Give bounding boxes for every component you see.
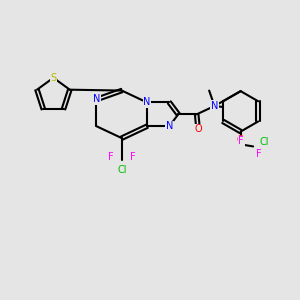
Text: Cl: Cl	[117, 165, 127, 175]
Text: N: N	[93, 94, 100, 104]
Text: N: N	[211, 101, 218, 111]
Text: N: N	[166, 121, 173, 131]
Text: F: F	[130, 152, 135, 162]
Text: F: F	[108, 152, 114, 162]
Text: F: F	[238, 136, 244, 146]
Text: O: O	[194, 124, 202, 134]
Text: S: S	[50, 73, 56, 83]
Text: N: N	[143, 98, 151, 107]
Text: O: O	[237, 136, 244, 146]
Text: F: F	[256, 149, 262, 159]
Text: Cl: Cl	[260, 137, 269, 147]
